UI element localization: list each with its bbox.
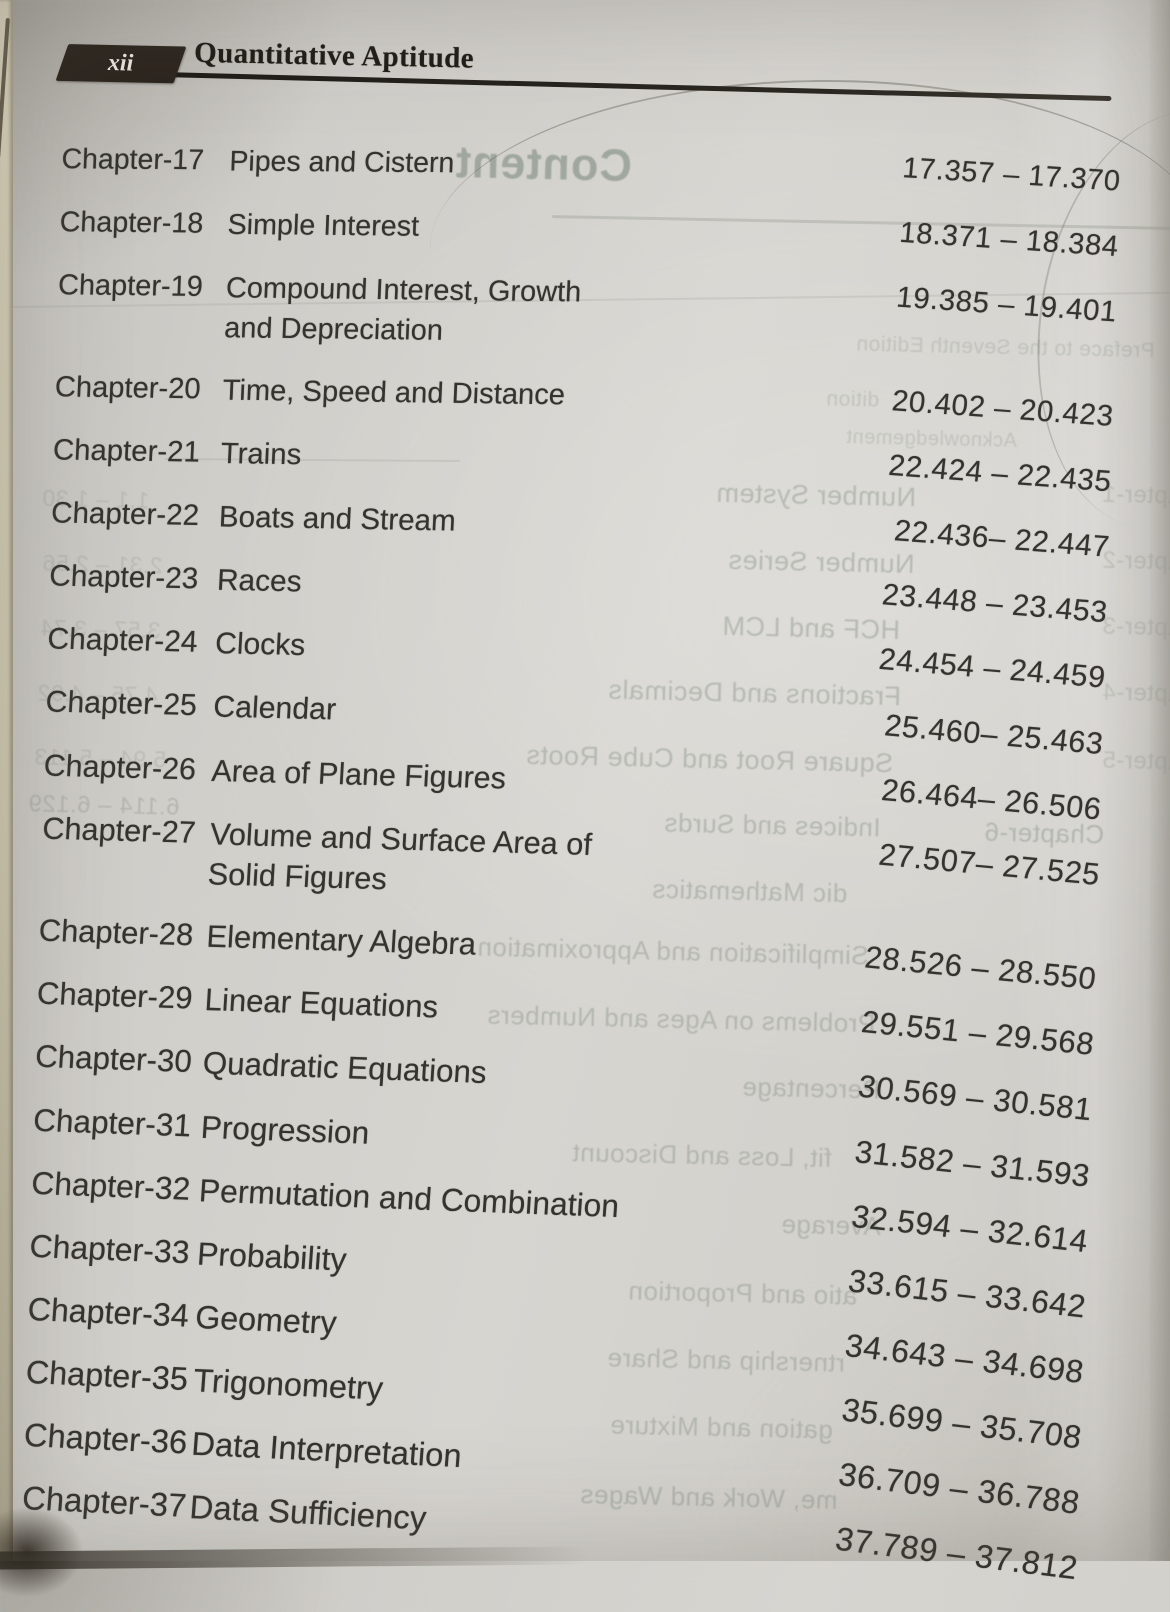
bottom-edge-shadow xyxy=(0,1546,589,1570)
toc-list: Chapter-17 Pipes and Cistern 17.357 – 17.3… xyxy=(0,140,1148,1586)
chapter-label: Chapter-32 xyxy=(30,1164,192,1207)
page-range: 22.436– 22.447 xyxy=(892,514,1112,564)
chapter-label: Chapter-28 xyxy=(37,912,195,953)
chapter-label: Chapter-20 xyxy=(54,371,202,406)
page-range: 33.615 – 33.642 xyxy=(846,1262,1089,1325)
chapter-label: Chapter-19 xyxy=(57,269,204,303)
chapter-label: Chapter-22 xyxy=(50,496,200,533)
toc-page: xii Quantitative Aptitude Chapter-17 Pipe… xyxy=(21,29,1148,1587)
page-range: 22.424 – 22.435 xyxy=(887,448,1114,499)
page-edge-strip xyxy=(0,0,13,1561)
page-range: 23.448 – 23.453 xyxy=(880,578,1110,630)
page-range: 34.643 – 34.698 xyxy=(842,1326,1087,1391)
page-range: 27.507– 27.525 xyxy=(876,836,1103,892)
chapter-label: Chapter-34 xyxy=(26,1290,191,1334)
chapter-label: Chapter-33 xyxy=(28,1227,191,1271)
chapter-title: Pipes and Cistern xyxy=(228,145,455,180)
chapter-label: Chapter-17 xyxy=(60,143,205,177)
toc-entry: Chapter-17 Pipes and Cistern 17.357 – 17.3… xyxy=(20,140,1148,212)
page-range: 26.464– 26.506 xyxy=(879,772,1104,827)
page-range: 37.789 – 37.812 xyxy=(833,1519,1081,1587)
page-range: 29.551 – 29.568 xyxy=(859,1003,1097,1062)
chapter-title: Time, Speed and Distance xyxy=(222,374,566,412)
right-page-edge xyxy=(1148,0,1170,1561)
chapter-label: Chapter-24 xyxy=(46,622,199,659)
page-number-badge: xii xyxy=(55,44,187,84)
chapter-title: Volume and Surface Area of Solid Figures xyxy=(206,816,593,897)
chapter-label: Chapter-21 xyxy=(52,433,201,469)
page-title: Quantitative Aptitude xyxy=(193,36,475,75)
page-range: 20.402 – 20.423 xyxy=(890,384,1116,433)
page-range: 32.594 – 32.614 xyxy=(849,1197,1091,1260)
chapter-label: Chapter-18 xyxy=(59,206,204,240)
page-header: xii Quantitative Aptitude xyxy=(21,29,1148,129)
page-range: 35.699 – 35.708 xyxy=(839,1391,1085,1456)
chapter-label: Chapter-23 xyxy=(48,559,200,596)
toc-entry: Chapter-18 Simple Interest 18.371 – 18.384 xyxy=(18,203,1146,277)
page-range: 30.569 – 30.581 xyxy=(856,1068,1095,1128)
chapter-label: Chapter-26 xyxy=(42,748,197,787)
toc-entry: Chapter-19 Compound Interest, Growth and … xyxy=(15,266,1145,381)
page-number: xii xyxy=(108,49,134,77)
chapter-label: Chapter-30 xyxy=(34,1038,193,1080)
page-curl-highlight xyxy=(1015,0,1150,1561)
chapter-label: Chapter-31 xyxy=(32,1101,193,1144)
page-range: 25.460– 25.463 xyxy=(882,708,1106,762)
page-range: 24.454 – 24.459 xyxy=(877,642,1108,695)
page-range: 31.582 – 31.593 xyxy=(852,1133,1093,1194)
page-range: 18.371 – 18.384 xyxy=(898,216,1121,264)
page-range: 17.357 – 17.370 xyxy=(901,152,1123,198)
page-range: 19.385 – 19.401 xyxy=(894,280,1119,329)
chapter-label: Chapter-27 xyxy=(41,810,197,850)
page-range: 36.709 – 36.788 xyxy=(836,1456,1083,1521)
chapter-label: Chapter-29 xyxy=(36,975,194,1016)
chapter-title: Trains xyxy=(220,436,303,472)
chapter-label: Chapter-25 xyxy=(44,685,198,723)
chapter-label: Chapter-35 xyxy=(24,1353,190,1398)
page-range: 28.526 – 28.550 xyxy=(862,939,1099,997)
chapter-label: Chapter-36 xyxy=(22,1415,189,1461)
chapter-title: Compound Interest, Growth and Depreciati… xyxy=(223,272,582,347)
chapter-title: Simple Interest xyxy=(226,208,420,243)
header-rule xyxy=(159,71,1112,102)
